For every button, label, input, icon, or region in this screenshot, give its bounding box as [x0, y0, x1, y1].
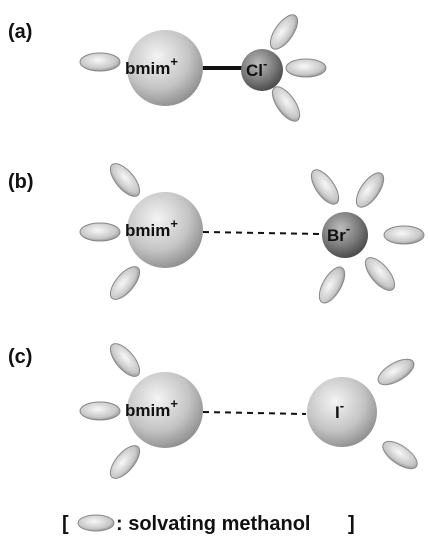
- panel-label: (b): [8, 171, 34, 193]
- ion-name: bmim: [125, 401, 170, 420]
- legend-methanol: [78, 515, 114, 531]
- ion-pair-dash: [203, 412, 306, 414]
- methanol: [105, 262, 145, 304]
- ion-name: Br: [327, 226, 346, 245]
- methanol: [351, 168, 389, 211]
- ion-charge: +: [170, 396, 178, 411]
- ion-charge: -: [346, 221, 350, 236]
- panel-label: (a): [8, 21, 32, 43]
- methanol: [378, 436, 421, 474]
- legend-bracket: ]: [348, 513, 355, 535]
- methanol: [80, 53, 120, 71]
- methanol: [80, 223, 120, 241]
- ion-name: Cl: [246, 61, 263, 80]
- methanol: [286, 59, 326, 77]
- methanol: [105, 159, 145, 201]
- ion-charge: -: [263, 56, 267, 71]
- diagram: (a) bmim+ Cl- (b) bmim+ Br- (c) bmim+ I-…: [0, 0, 428, 549]
- ion-charge: +: [170, 54, 178, 69]
- panel-label: (c): [8, 346, 32, 368]
- methanol: [105, 441, 145, 483]
- ion-name: bmim: [125, 59, 170, 78]
- methanol: [80, 402, 120, 420]
- legend-text: : solvating methanol: [116, 513, 310, 535]
- methanol: [267, 82, 305, 125]
- methanol: [360, 253, 400, 295]
- ion-charge: +: [170, 216, 178, 231]
- methanol: [265, 10, 303, 53]
- methanol: [314, 263, 350, 307]
- ion-name: bmim: [125, 221, 170, 240]
- ion-pair-dash: [203, 232, 322, 234]
- methanol: [384, 226, 424, 244]
- methanol: [306, 165, 344, 208]
- methanol: [105, 339, 145, 381]
- ion-charge: -: [340, 398, 344, 413]
- legend-bracket: [: [62, 513, 69, 535]
- methanol: [374, 354, 418, 390]
